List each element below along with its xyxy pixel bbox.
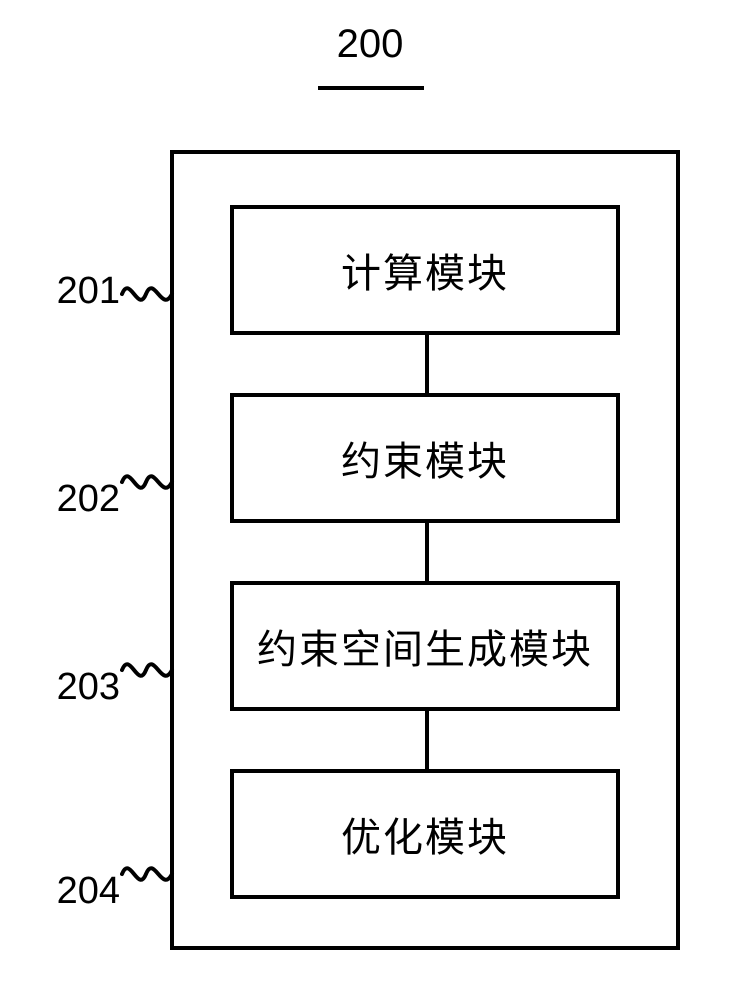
figure-number-underline: [318, 86, 424, 90]
lead-line-203: [120, 648, 175, 692]
ref-label-202: 202: [40, 478, 120, 524]
ref-label-201: 201: [40, 270, 120, 316]
lead-line-202: [120, 460, 175, 504]
diagram-canvas: 200 计算模块约束模块约束空间生成模块优化模块 201 202 203 204: [0, 0, 737, 1000]
lead-line-204: [120, 852, 175, 896]
ref-label-204: 204: [40, 870, 120, 916]
ref-label-203: 203: [40, 666, 120, 712]
module-label: 计算模块: [341, 241, 509, 299]
connector-203-204: [425, 711, 429, 769]
figure-number: 200: [300, 22, 440, 70]
module-label: 优化模块: [341, 805, 509, 863]
connector-201-202: [425, 335, 429, 393]
module-label: 约束空间生成模块: [257, 617, 593, 675]
module-box-202: 约束模块: [230, 393, 620, 523]
module-box-204: 优化模块: [230, 769, 620, 899]
connector-202-203: [425, 523, 429, 581]
lead-line-201: [120, 272, 175, 316]
module-box-203: 约束空间生成模块: [230, 581, 620, 711]
module-label: 约束模块: [341, 429, 509, 487]
module-box-201: 计算模块: [230, 205, 620, 335]
